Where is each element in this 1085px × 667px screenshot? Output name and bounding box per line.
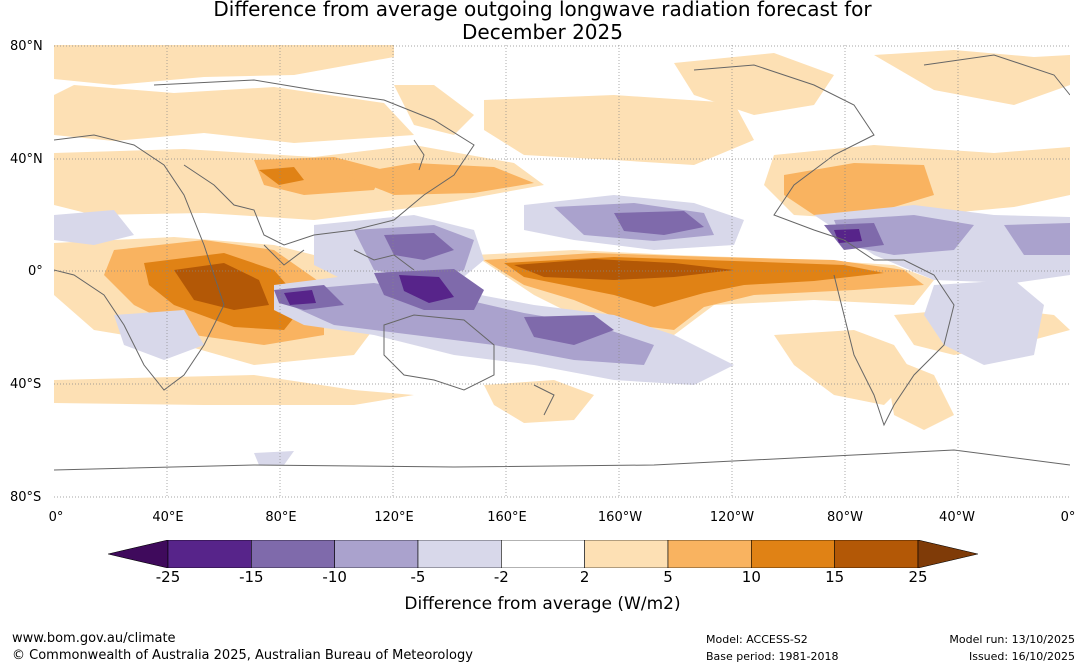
colorbar-tick-label: -5 bbox=[410, 568, 426, 586]
colorbar-title: Difference from average (W/m2) bbox=[404, 594, 681, 614]
colorbar-arrow-low bbox=[108, 540, 169, 568]
colorbar-tick-label: -2 bbox=[493, 568, 509, 586]
lon-label-120e: 120°E bbox=[374, 510, 414, 525]
lon-label-120w: 120°W bbox=[709, 510, 755, 525]
chart-title-line2: December 2025 bbox=[462, 20, 623, 44]
lon-label-160e: 160°E bbox=[487, 510, 527, 525]
lat-label-40n: 40°N bbox=[10, 152, 43, 167]
colorbar bbox=[108, 540, 978, 568]
coastlines bbox=[54, 54, 1070, 471]
olr-anomaly-map bbox=[54, 45, 1070, 498]
colorbar-tick-label: 25 bbox=[908, 568, 928, 586]
anomaly-15-25-regions bbox=[174, 259, 734, 310]
footer-website: www.bom.gov.au/climate bbox=[12, 631, 176, 646]
colorbar-box bbox=[667, 540, 752, 568]
lon-label-80w: 80°W bbox=[827, 510, 863, 525]
colorbar-tick-label: -10 bbox=[322, 568, 347, 586]
colorbar-boxes bbox=[167, 540, 919, 568]
lon-label-40e: 40°E bbox=[152, 510, 184, 525]
colorbar-box bbox=[417, 540, 502, 568]
footer-issued: Issued: 16/10/2025 bbox=[968, 650, 1075, 663]
colorbar-box bbox=[251, 540, 335, 568]
ocean-map bbox=[54, 45, 1070, 498]
footer-model: Model: ACCESS-S2 bbox=[706, 633, 808, 646]
footer-model-run: Model run: 13/10/2025 bbox=[949, 633, 1075, 646]
lon-label-80e: 80°E bbox=[265, 510, 297, 525]
lon-label-160w: 160°W bbox=[597, 510, 643, 525]
colorbar-tick-label: 15 bbox=[825, 568, 845, 586]
colorbar-tick-label: -15 bbox=[239, 568, 264, 586]
lon-label-0: 0° bbox=[48, 510, 64, 525]
lon-label-40w: 40°W bbox=[939, 510, 975, 525]
colorbar-tick-label: 2 bbox=[579, 568, 590, 586]
colorbar-box bbox=[334, 540, 419, 568]
lat-label-eq: 0° bbox=[28, 264, 43, 279]
chart-title-line1: Difference from average outgoing longwav… bbox=[213, 0, 872, 21]
colorbar-box bbox=[501, 540, 585, 568]
colorbar-box bbox=[584, 540, 669, 568]
lat-label-40s: 40°S bbox=[10, 377, 42, 392]
colorbar-tick-label: 10 bbox=[741, 568, 761, 586]
footer-copyright: © Commonwealth of Australia 2025, Austra… bbox=[12, 648, 473, 663]
lat-label-80s: 80°S bbox=[10, 490, 42, 505]
footer-base-period: Base period: 1981-2018 bbox=[706, 650, 839, 663]
colorbar-box bbox=[834, 540, 919, 568]
colorbar-tick-label: 5 bbox=[663, 568, 673, 586]
graticule bbox=[54, 45, 1070, 498]
colorbar-tick-label: -25 bbox=[155, 568, 181, 586]
lon-label-0-end: 0° bbox=[1060, 510, 1076, 525]
colorbar-arrow-high bbox=[917, 540, 978, 568]
colorbar-box bbox=[167, 540, 252, 568]
colorbar-box bbox=[751, 540, 835, 568]
lat-label-80n: 80°N bbox=[10, 39, 43, 54]
